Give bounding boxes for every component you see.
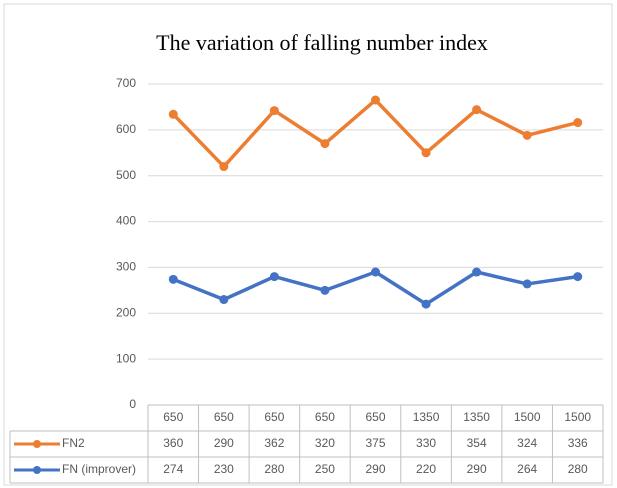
table-value: 330	[416, 436, 436, 450]
data-point	[219, 162, 229, 172]
data-point	[421, 148, 431, 158]
table-value: 360	[163, 436, 183, 450]
table-value: 320	[315, 436, 335, 450]
y-tick-label: 300	[116, 260, 136, 274]
data-point	[421, 299, 431, 309]
y-tick-label: 500	[116, 168, 136, 182]
x-tick-label: 1500	[514, 410, 541, 424]
table-value: 220	[416, 462, 436, 476]
table-value: 362	[264, 436, 284, 450]
data-point	[219, 295, 229, 305]
data-point	[320, 139, 330, 149]
x-tick-label: 650	[163, 410, 183, 424]
y-tick-label: 100	[116, 351, 136, 365]
x-tick-label: 650	[315, 410, 335, 424]
x-tick-label: 1350	[413, 410, 440, 424]
legend-marker	[33, 466, 41, 474]
data-point	[269, 106, 279, 116]
table-value: 264	[517, 462, 537, 476]
data-point	[320, 285, 330, 295]
data-point	[522, 279, 532, 289]
table-value: 250	[315, 462, 335, 476]
table-value: 280	[264, 462, 284, 476]
y-tick-label: 400	[116, 214, 136, 228]
data-point	[472, 267, 482, 277]
x-tick-label: 1350	[463, 410, 490, 424]
table-value: 375	[365, 436, 385, 450]
x-tick-label: 650	[365, 410, 385, 424]
data-point	[472, 105, 482, 115]
data-point	[371, 95, 380, 105]
table-value: 336	[568, 436, 588, 450]
data-point	[522, 130, 532, 140]
y-tick-label: 0	[129, 397, 136, 411]
legend-marker	[33, 440, 41, 448]
x-tick-label: 1500	[564, 410, 591, 424]
x-tick-label: 650	[264, 410, 284, 424]
x-tick-label: 650	[214, 410, 234, 424]
data-point	[168, 109, 178, 119]
legend-label: FN2	[62, 436, 85, 450]
table-value: 324	[517, 436, 537, 450]
table-value: 280	[568, 462, 588, 476]
data-point	[371, 267, 380, 277]
y-tick-label: 200	[116, 305, 136, 319]
table-value: 230	[214, 462, 234, 476]
table-value: 274	[163, 462, 183, 476]
data-point	[269, 272, 279, 282]
data-point	[573, 272, 583, 282]
table-value: 290	[214, 436, 234, 450]
chart-title: The variation of falling number index	[156, 30, 488, 55]
y-tick-label: 600	[116, 122, 136, 136]
data-point	[573, 118, 583, 128]
table-value: 354	[467, 436, 487, 450]
legend-label: FN (improver)	[62, 462, 136, 476]
table-value: 290	[467, 462, 487, 476]
data-point	[168, 274, 178, 284]
y-tick-label: 700	[116, 76, 136, 90]
table-value: 290	[365, 462, 385, 476]
